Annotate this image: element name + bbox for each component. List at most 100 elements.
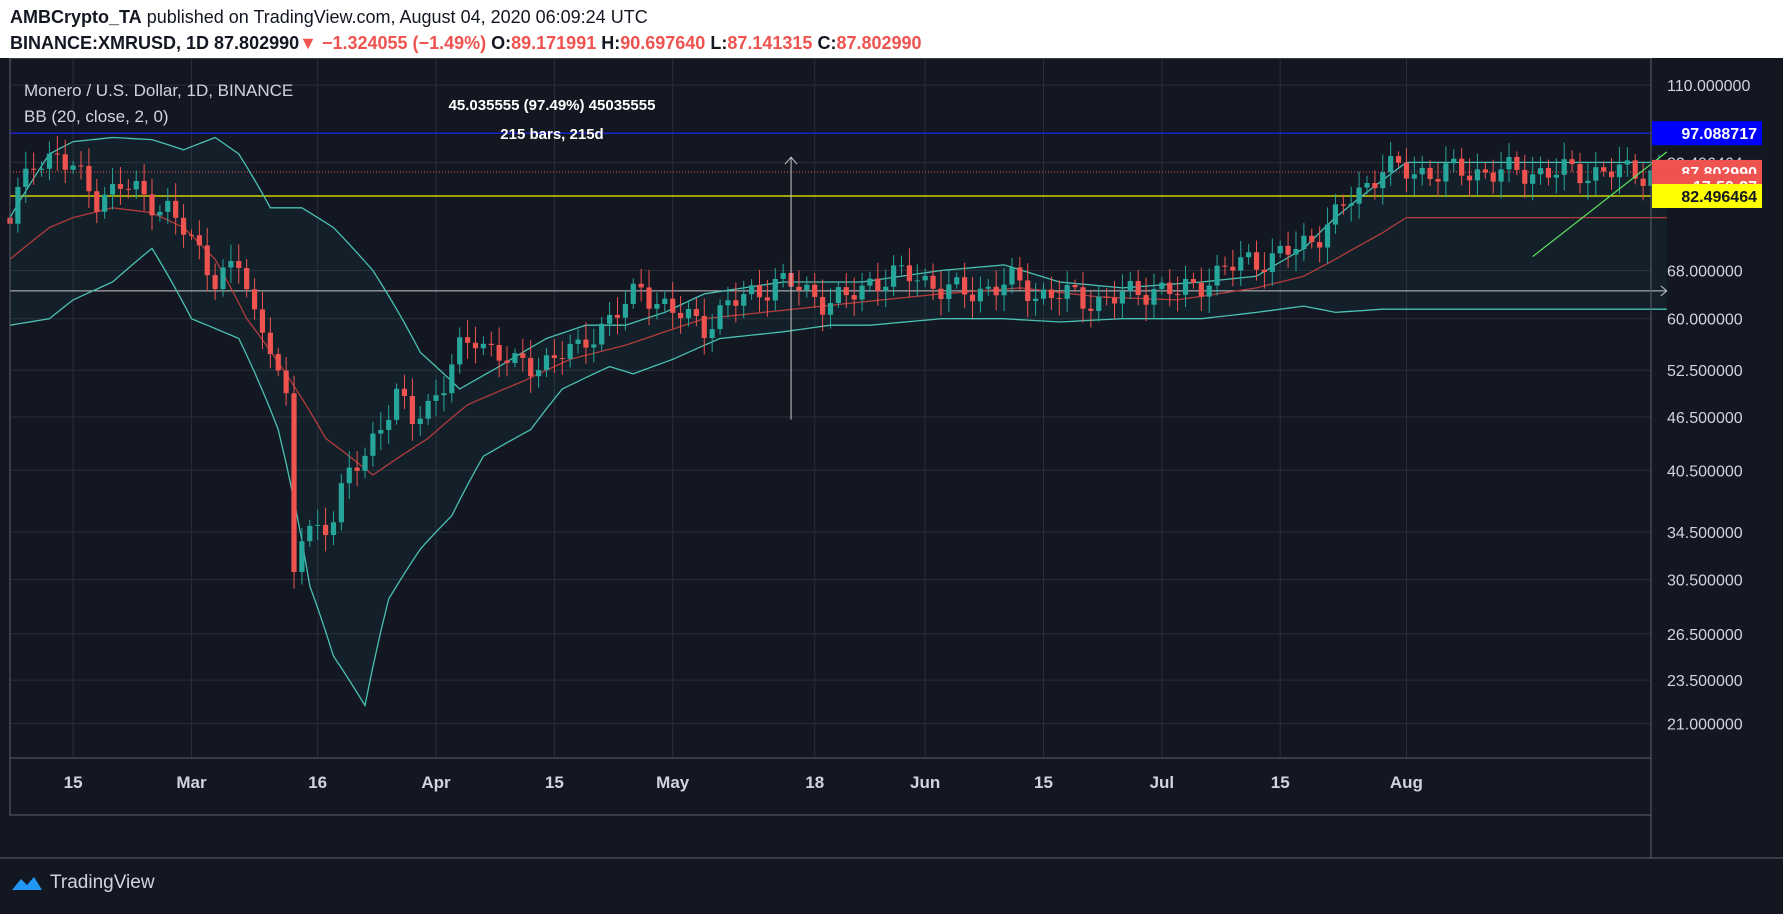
candle-body bbox=[599, 323, 605, 345]
candle-body bbox=[1072, 285, 1078, 288]
author-name[interactable]: AMBCrypto_TA bbox=[10, 7, 142, 27]
candle-body bbox=[125, 188, 131, 190]
candle-body bbox=[346, 467, 352, 484]
candle-body bbox=[38, 168, 45, 170]
bb-band-fill bbox=[10, 137, 1667, 706]
open-label: O: bbox=[491, 33, 512, 53]
price-tick-label: 26.500000 bbox=[1667, 627, 1743, 644]
candle-body bbox=[835, 287, 841, 304]
time-tick-label: May bbox=[656, 773, 690, 792]
candle-body bbox=[1466, 175, 1473, 181]
candle-body bbox=[1530, 174, 1536, 184]
last-price: 87.802990 bbox=[214, 33, 300, 53]
candle-body bbox=[1332, 204, 1339, 225]
candle-body bbox=[1601, 167, 1607, 172]
candle-body bbox=[1033, 298, 1039, 302]
candle-body bbox=[1490, 172, 1496, 182]
published-text: published on TradingView.com, August 04,… bbox=[146, 7, 648, 27]
candle-body bbox=[780, 272, 786, 279]
candle-body bbox=[291, 393, 297, 573]
candle-body bbox=[883, 286, 889, 292]
candle-body bbox=[1324, 224, 1331, 248]
candle-body bbox=[504, 360, 510, 363]
candle-body bbox=[1285, 245, 1291, 255]
candle-body bbox=[1119, 291, 1126, 304]
candle-body bbox=[488, 343, 494, 346]
time-tick-label: 15 bbox=[545, 773, 564, 792]
candle-body bbox=[1443, 163, 1449, 182]
candle-body bbox=[756, 285, 763, 298]
candle-body bbox=[1545, 168, 1552, 178]
candle-body bbox=[338, 483, 344, 523]
candle-body bbox=[196, 235, 202, 246]
candle-body bbox=[62, 154, 68, 170]
candle-body bbox=[1293, 249, 1299, 255]
price-chart[interactable]: 45.035555 (97.49%) 45035555 215 bars, 21… bbox=[0, 58, 1783, 914]
candle-body bbox=[1048, 289, 1055, 298]
candle-body bbox=[315, 524, 321, 526]
candle-body bbox=[109, 184, 116, 195]
candle-body bbox=[1317, 242, 1323, 248]
legend-title: Monero / U.S. Dollar, 1D, BINANCE bbox=[24, 81, 293, 100]
candle-body bbox=[386, 419, 392, 430]
candle-body bbox=[1222, 265, 1228, 267]
candle-body bbox=[1230, 266, 1236, 271]
candle-body bbox=[1277, 245, 1283, 254]
candle-body bbox=[133, 180, 139, 190]
candle-body bbox=[646, 287, 652, 309]
candle-body bbox=[1537, 168, 1544, 175]
candle-body bbox=[662, 298, 668, 305]
candle-body bbox=[1159, 282, 1165, 289]
time-tick-label: 15 bbox=[1271, 773, 1290, 792]
candle-body bbox=[220, 267, 226, 290]
candle-body bbox=[1261, 269, 1268, 273]
candle-body bbox=[480, 343, 486, 349]
candle-body bbox=[1459, 158, 1465, 176]
tradingview-footer[interactable]: TradingView bbox=[10, 872, 155, 894]
candle-body bbox=[173, 200, 179, 218]
candle-body bbox=[891, 265, 897, 287]
time-tick-label: 15 bbox=[1034, 773, 1053, 792]
candle-body bbox=[804, 284, 810, 291]
candle-body bbox=[567, 343, 573, 359]
candle-body bbox=[551, 355, 557, 359]
chart-frame bbox=[0, 58, 1783, 914]
candle-body bbox=[472, 342, 479, 349]
candle-body bbox=[559, 358, 565, 360]
candle-body bbox=[1088, 308, 1094, 311]
candle-body bbox=[1080, 287, 1086, 309]
candle-body bbox=[149, 194, 155, 216]
price-axis-ticks: 110.00000082.49646468.00000060.00000052.… bbox=[1667, 78, 1750, 733]
down-arrow-icon: ▼ bbox=[299, 33, 317, 53]
candle-body bbox=[1577, 164, 1583, 184]
candle-body bbox=[425, 400, 431, 419]
candle-body bbox=[1419, 167, 1425, 175]
low-value: 87.141315 bbox=[727, 33, 813, 53]
candle-body bbox=[259, 309, 266, 333]
candle-body bbox=[614, 314, 621, 318]
candle-body bbox=[496, 345, 502, 361]
candle-body bbox=[1498, 169, 1504, 182]
candle-body bbox=[820, 297, 826, 315]
candle-body bbox=[685, 309, 692, 319]
candle-body bbox=[749, 285, 755, 295]
candle-body bbox=[1127, 281, 1133, 292]
candle-body bbox=[1482, 169, 1488, 173]
candle-body bbox=[102, 194, 108, 212]
candle-body bbox=[591, 344, 597, 348]
candle-body bbox=[1608, 171, 1615, 178]
candle-body bbox=[812, 284, 818, 298]
measure-label-2: 215 bars, 215d bbox=[500, 126, 603, 143]
candle-body bbox=[86, 165, 92, 192]
candle-body bbox=[535, 370, 542, 377]
candle-body bbox=[409, 396, 415, 425]
candle-body bbox=[1009, 267, 1015, 285]
candle-body bbox=[851, 295, 857, 300]
high-value: 90.697640 bbox=[620, 33, 706, 53]
candle-body bbox=[583, 339, 589, 348]
candle-body bbox=[1064, 285, 1070, 299]
candle-body bbox=[1593, 167, 1599, 181]
candle-body bbox=[701, 315, 707, 339]
candle-body bbox=[1514, 156, 1520, 170]
